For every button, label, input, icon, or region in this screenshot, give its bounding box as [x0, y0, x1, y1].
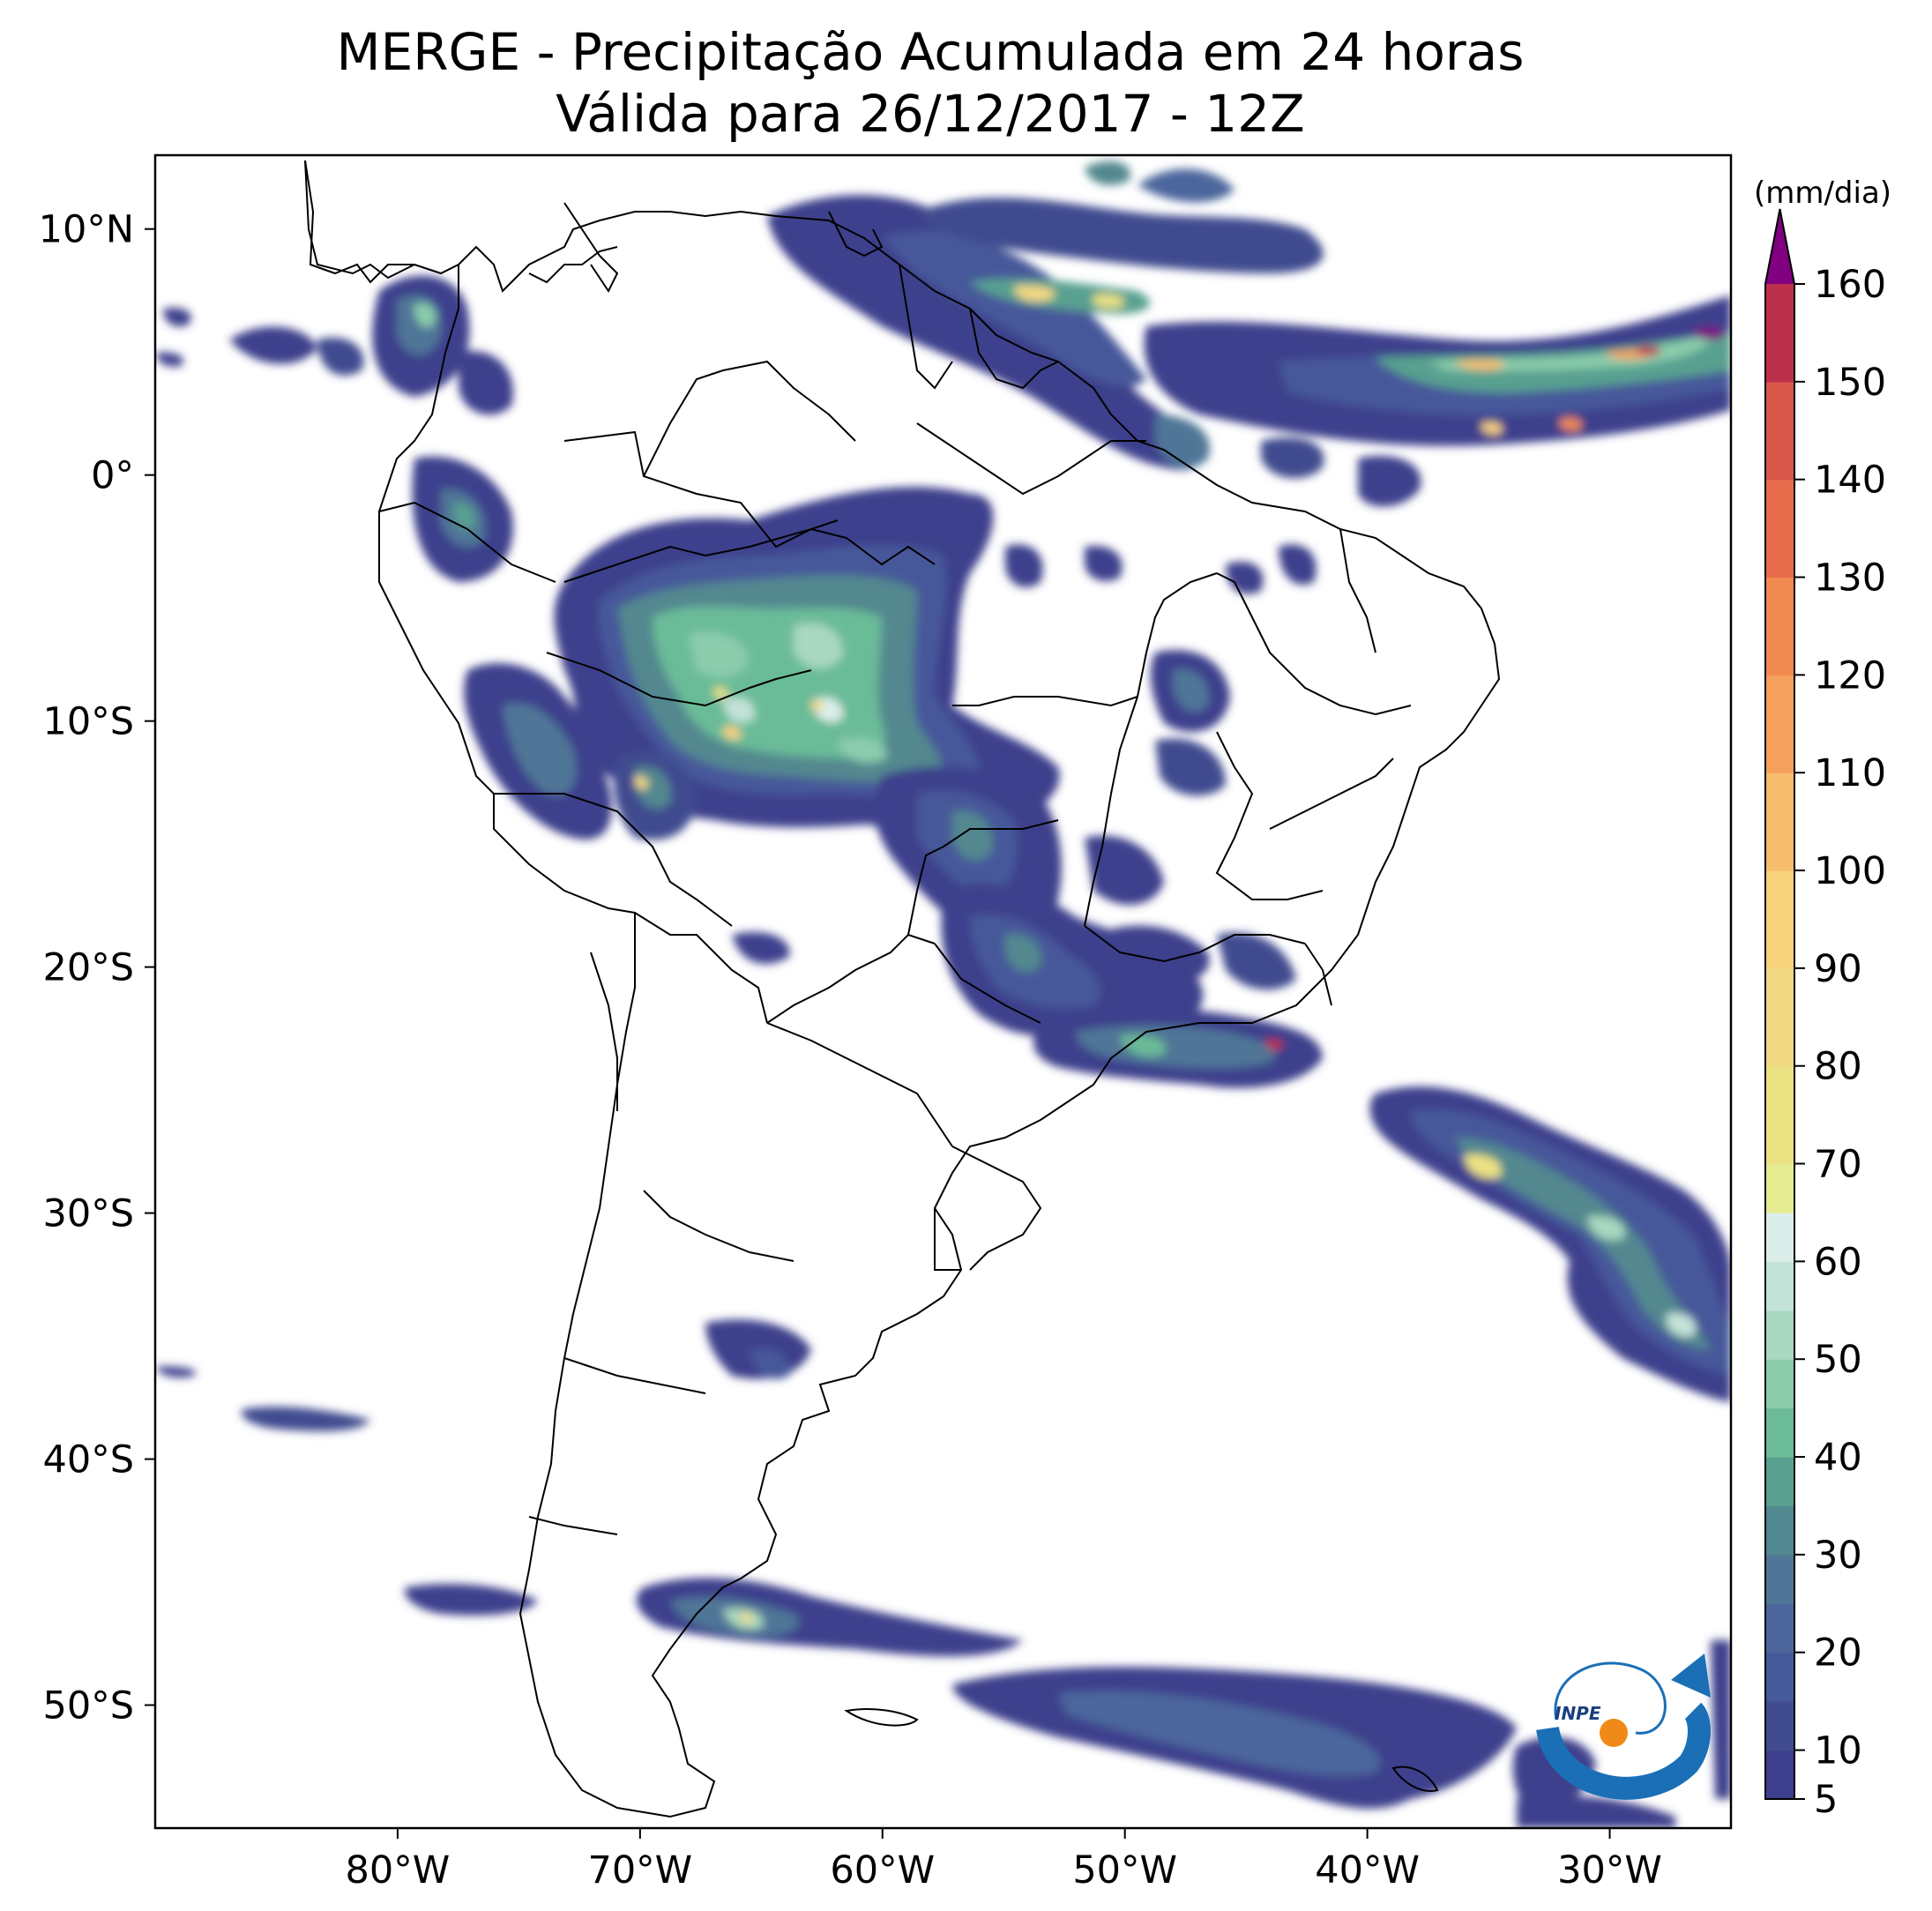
colorbar-tick-label: 90 — [1814, 947, 1862, 991]
colorbar-band — [1765, 1603, 1794, 1653]
sun-icon — [1600, 1719, 1628, 1747]
lat-tick-label: 30°S — [42, 1192, 134, 1236]
colorbar-band — [1765, 381, 1794, 481]
colorbar-band — [1765, 1554, 1794, 1604]
colorbar-band — [1765, 1701, 1794, 1751]
lon-tick-label: 60°W — [830, 1848, 935, 1892]
colorbar-tick-label: 160 — [1814, 263, 1886, 307]
colorbar-tick-label: 140 — [1814, 459, 1886, 503]
lat-tick-label: 50°S — [42, 1684, 134, 1728]
colorbar-unit: (mm/dia) — [1754, 175, 1891, 211]
colorbar-band — [1765, 1065, 1794, 1165]
colorbar-band — [1765, 1750, 1794, 1800]
colorbar-band — [1765, 1261, 1794, 1311]
colorbar-band — [1765, 1212, 1794, 1262]
colorbar-tick-label: 20 — [1814, 1631, 1862, 1676]
colorbar-band — [1765, 1359, 1794, 1409]
lat-tick-label: 10°N — [39, 208, 134, 252]
logo-text: INPE — [1555, 1703, 1601, 1724]
colorbar-tick-label: 120 — [1814, 653, 1886, 698]
colorbar-tick-label: 70 — [1814, 1143, 1862, 1187]
lon-tick-label: 70°W — [587, 1848, 692, 1892]
lon-tick-label: 80°W — [346, 1848, 451, 1892]
lat-tick-label: 0° — [91, 454, 134, 498]
colorbar-tick-label: 130 — [1814, 556, 1886, 601]
colorbar-tick-label: 10 — [1814, 1729, 1862, 1773]
colorbar-outline — [1764, 208, 1795, 1800]
colorbar-tick-label: 100 — [1814, 849, 1886, 893]
inpe-logo: INPE — [1536, 1653, 1711, 1800]
colorbar: (mm/dia) 5 10 20 30 40 50 60 70 80 90 100 110 120 130… — [1754, 175, 1891, 1822]
map-subtitle: Válida para 26/12/2017 - 12Z — [556, 84, 1305, 144]
colorbar-tick-label: 30 — [1814, 1534, 1862, 1578]
colorbar-band — [1765, 284, 1794, 383]
colorbar-band — [1765, 1163, 1794, 1213]
colorbar-tick-label: 50 — [1814, 1338, 1862, 1382]
colorbar-band — [1765, 1457, 1794, 1507]
longitude-axis: 80°W 70°W 60°W 50°W 40°W 30°W — [346, 1828, 1662, 1892]
lat-tick-label: 40°S — [42, 1438, 134, 1482]
colorbar-tick-label: 150 — [1814, 361, 1886, 405]
colorbar-tick-label: 80 — [1814, 1045, 1862, 1089]
lat-tick-label: 20°S — [42, 946, 134, 990]
colorbar-extend-arrow — [1765, 209, 1794, 284]
colorbar-band — [1765, 577, 1794, 676]
colorbar-band — [1765, 967, 1794, 1067]
colorbar-band — [1765, 479, 1794, 579]
colorbar-tick-label: 5 — [1814, 1778, 1838, 1822]
coastlines-borders — [304, 160, 1501, 1818]
colorbar-band — [1765, 1407, 1794, 1458]
map-frame — [153, 153, 1733, 1830]
colorbar-band — [1765, 675, 1794, 773]
colorbar-tick-label: 40 — [1814, 1436, 1862, 1480]
colorbar-band — [1765, 870, 1794, 969]
colorbar-tick-label: 60 — [1814, 1240, 1862, 1284]
colorbar-band — [1765, 1652, 1794, 1702]
lat-tick-label: 10°S — [42, 700, 134, 744]
colorbar-band — [1765, 1505, 1794, 1556]
lon-tick-label: 30°W — [1557, 1848, 1662, 1892]
lon-tick-label: 50°W — [1072, 1848, 1177, 1892]
colorbar-band — [1765, 773, 1794, 871]
precipitation-field — [155, 160, 1731, 1828]
colorbar-tick-label: 110 — [1814, 751, 1886, 795]
map-title: MERGE - Precipitação Acumulada em 24 hor… — [336, 22, 1525, 82]
latitude-axis: 10°N 0° 10°S 20°S 30°S 40°S 50°S — [39, 208, 155, 1728]
colorbar-band — [1765, 1310, 1794, 1360]
lon-tick-label: 40°W — [1315, 1848, 1420, 1892]
